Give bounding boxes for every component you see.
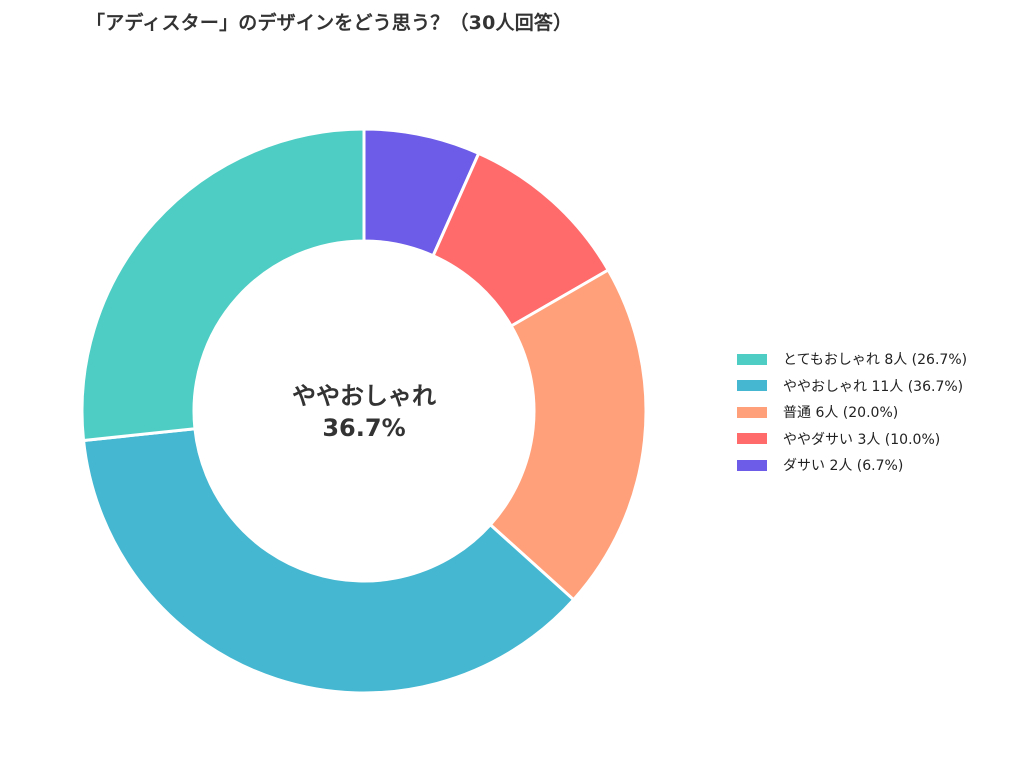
legend-swatch [737, 459, 767, 471]
legend-swatch [737, 353, 767, 365]
donut-chart: ややおしゃれ 36.7% [80, 127, 648, 695]
legend-item[interactable]: ダサい 2人 (6.7%) [737, 452, 967, 479]
legend-swatch [737, 406, 767, 418]
legend-item[interactable]: とてもおしゃれ 8人 (26.7%) [737, 346, 967, 373]
legend-label: ダサい 2人 (6.7%) [783, 458, 904, 475]
legend-label: とてもおしゃれ 8人 (26.7%) [783, 352, 968, 369]
legend-label: 普通 6人 (20.0%) [783, 405, 899, 422]
donut-slice-普通[interactable] [488, 268, 648, 602]
legend-item[interactable]: ややおしゃれ 11人 (36.7%) [737, 373, 967, 400]
legend-label: ややおしゃれ 11人 (36.7%) [783, 378, 964, 395]
legend-swatch [737, 433, 767, 445]
legend-label: ややダサい 3人 (10.0%) [783, 431, 941, 448]
legend-item[interactable]: 普通 6人 (20.0%) [737, 399, 967, 426]
legend-swatch [737, 380, 767, 392]
donut-slice-ややおしゃれ[interactable] [82, 427, 576, 695]
center-label-percent: 36.7% [322, 414, 405, 442]
donut-slice-とてもおしゃれ[interactable] [80, 127, 366, 442]
legend-item[interactable]: ややダサい 3人 (10.0%) [737, 426, 967, 453]
donut-slices [80, 127, 648, 695]
center-label-category: ややおしゃれ [292, 382, 436, 410]
legend: とてもおしゃれ 8人 (26.7%) ややおしゃれ 11人 (36.7%) 普通… [737, 346, 967, 479]
chart-title: 「アディスター」のデザインをどう思う？（30人回答） [86, 12, 573, 34]
